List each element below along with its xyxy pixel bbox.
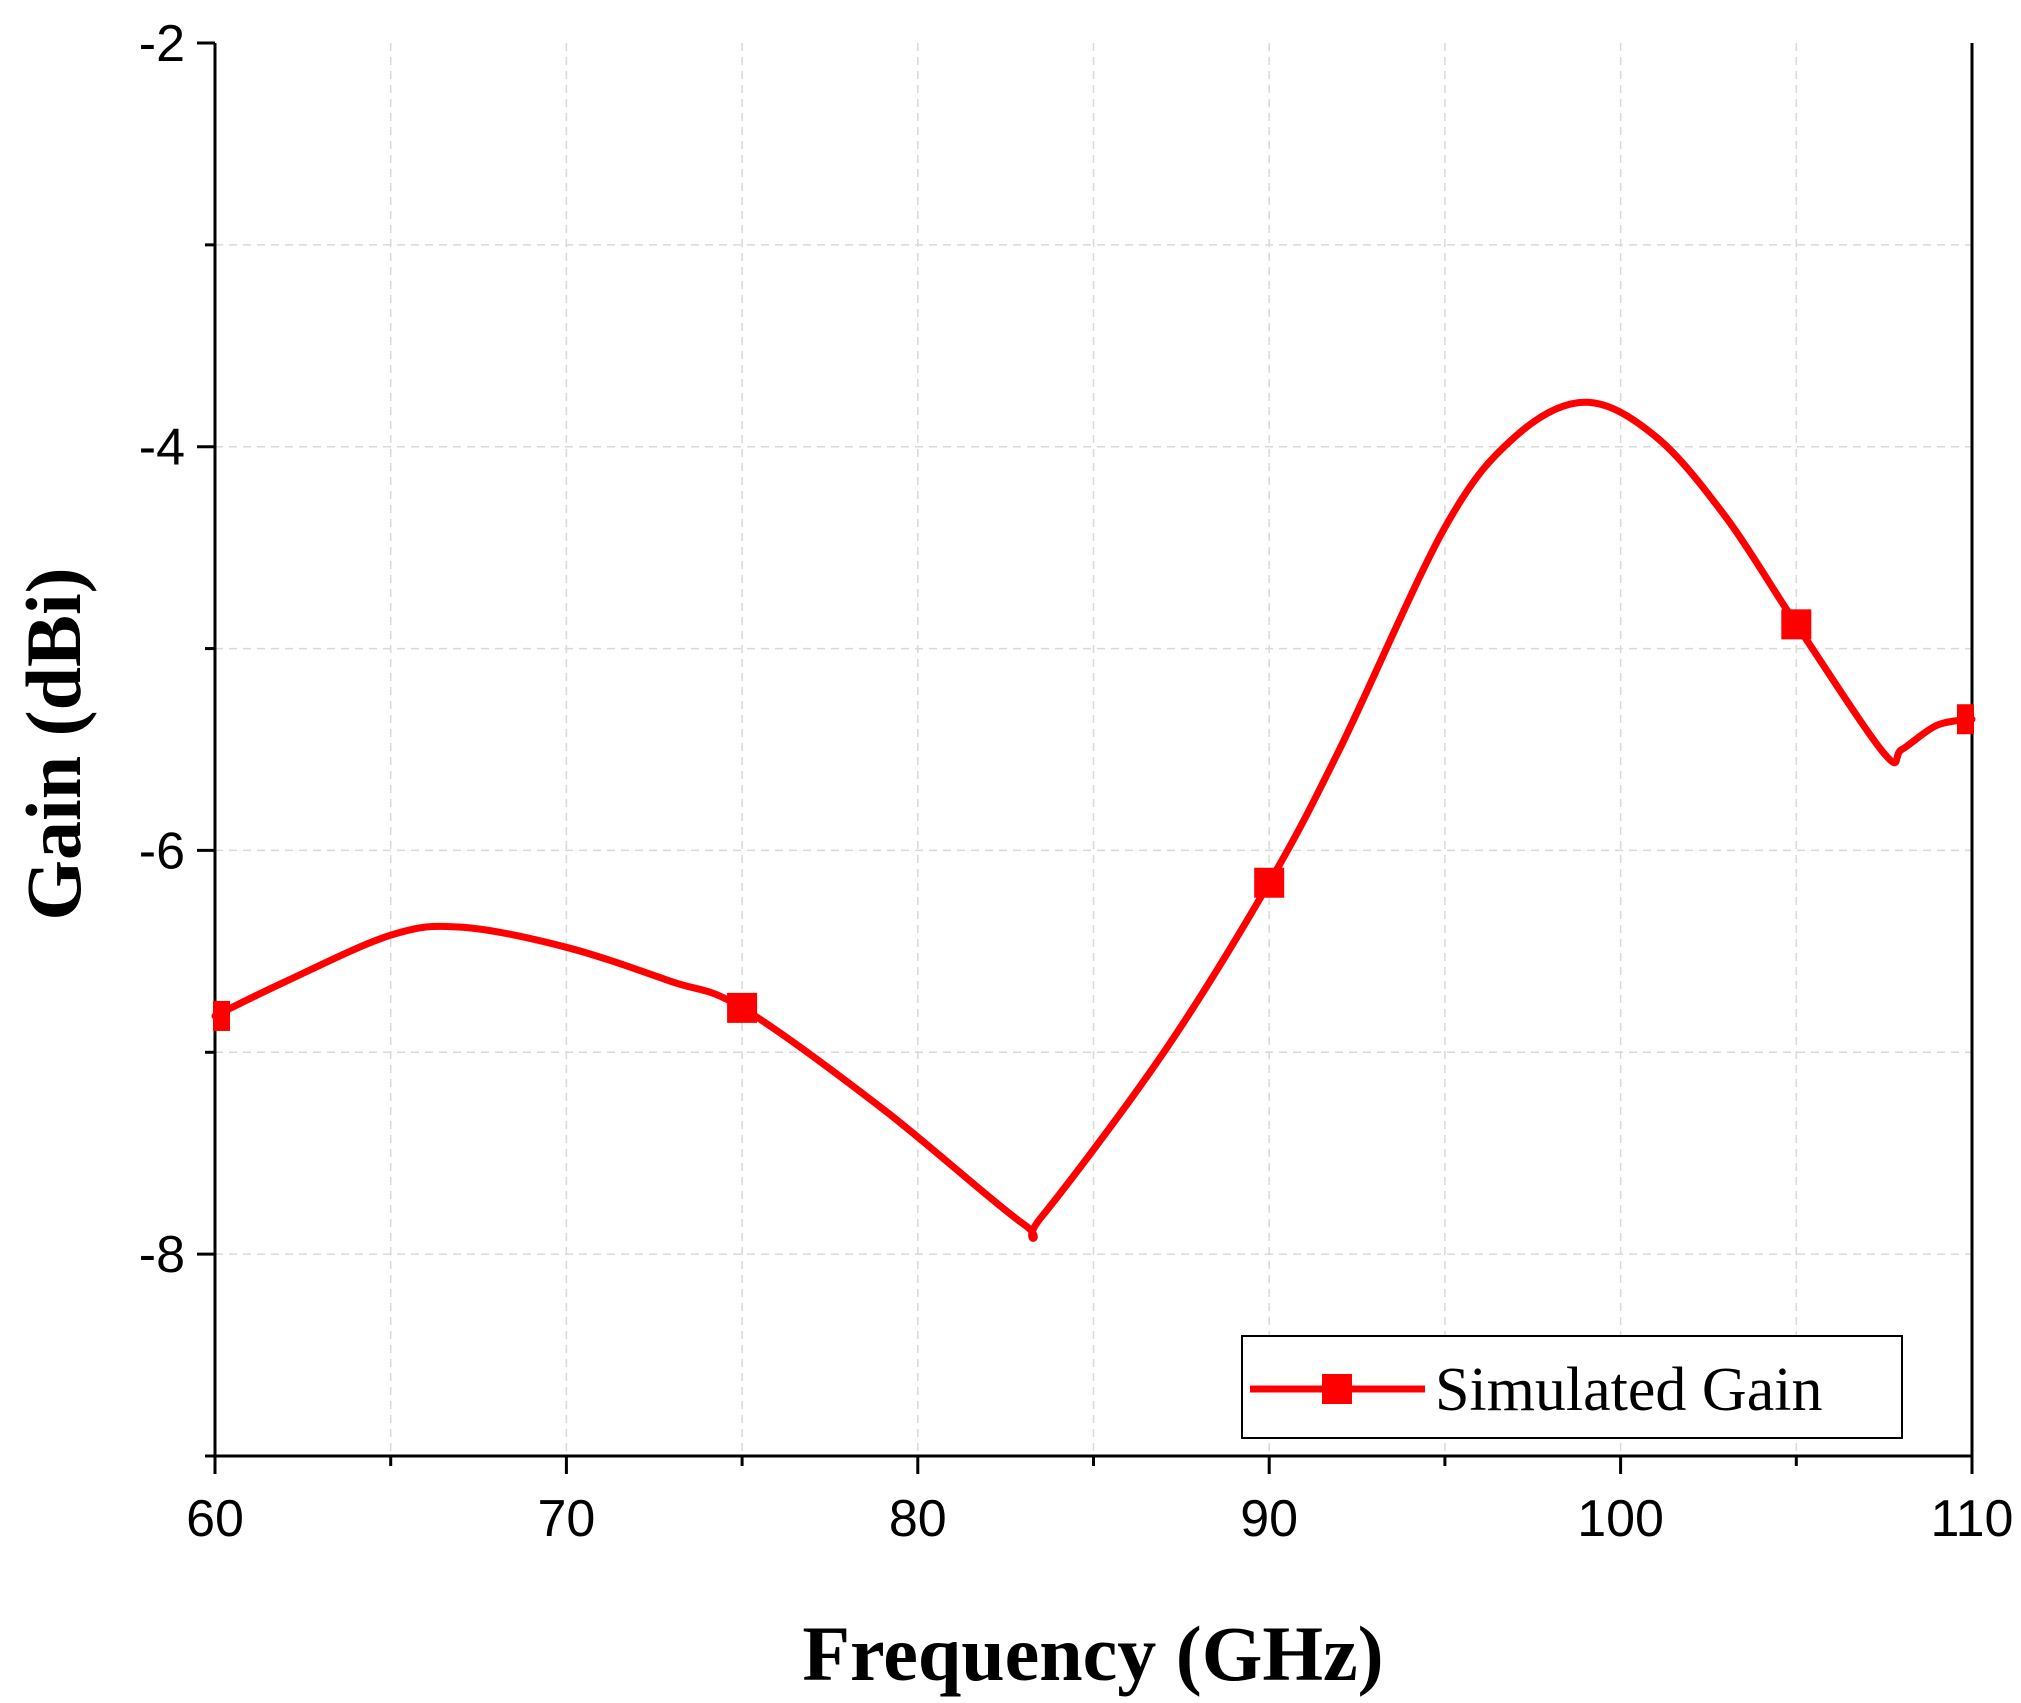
x-axis-title: Frequency (GHz) (802, 1610, 1383, 1697)
series-marker (1254, 867, 1285, 898)
x-tick-label: 60 (186, 1490, 244, 1548)
series-layer (211, 398, 1976, 1242)
y-axis-title: Gain (dBi) (10, 567, 97, 920)
x-tick-label: 80 (889, 1490, 947, 1548)
y-tick-label: -2 (139, 15, 185, 73)
tick-labels: 60 70 80 90 100 110 -2 -4 -6 -8 (139, 15, 2014, 1548)
legend-label: Simulated Gain (1435, 1356, 1822, 1424)
legend-marker (1322, 1374, 1352, 1404)
grid-lines (215, 43, 1972, 1456)
series-marker (213, 1000, 230, 1031)
series-marker (727, 992, 758, 1023)
series-marker (1957, 704, 1974, 735)
x-tick-label: 110 (1931, 1490, 2014, 1548)
legend: Simulated Gain (1241, 1335, 1903, 1439)
axes (197, 41, 1974, 1474)
series-line (211, 398, 1976, 1242)
x-tick-label: 100 (1577, 1490, 1664, 1548)
y-tick-label: -4 (139, 419, 185, 477)
x-tick-label: 90 (1240, 1490, 1298, 1548)
y-tick-label: -8 (139, 1226, 185, 1284)
x-tick-label: 70 (537, 1490, 595, 1548)
series-marker (1781, 609, 1812, 640)
y-tick-label: -6 (139, 822, 185, 880)
